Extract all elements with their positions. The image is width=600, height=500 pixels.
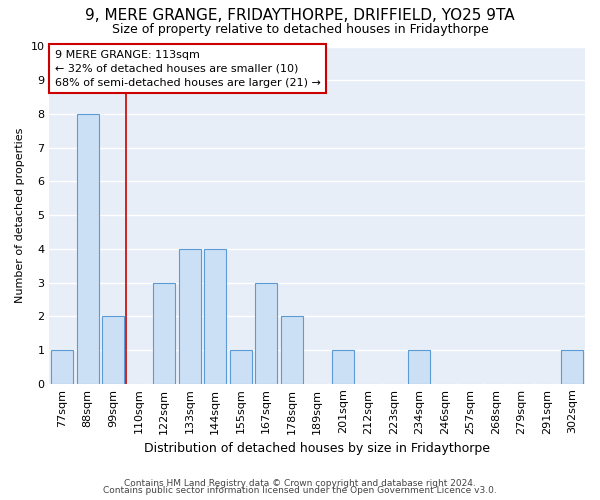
Bar [77,114,98,384]
Text: 9 MERE GRANGE: 113sqm
← 32% of detached houses are smaller (10)
68% of semi-deta: 9 MERE GRANGE: 113sqm ← 32% of detached … [55,50,320,88]
Bar [103,316,124,384]
Bar [205,249,226,384]
Bar [332,350,353,384]
Y-axis label: Number of detached properties: Number of detached properties [15,128,25,303]
Text: 9, MERE GRANGE, FRIDAYTHORPE, DRIFFIELD, YO25 9TA: 9, MERE GRANGE, FRIDAYTHORPE, DRIFFIELD,… [85,8,515,22]
Bar [409,350,430,384]
Bar [179,249,200,384]
Bar [230,350,251,384]
Text: Contains HM Land Registry data © Crown copyright and database right 2024.: Contains HM Land Registry data © Crown c… [124,478,476,488]
Text: Contains public sector information licensed under the Open Government Licence v3: Contains public sector information licen… [103,486,497,495]
X-axis label: Distribution of detached houses by size in Fridaythorpe: Distribution of detached houses by size … [144,442,490,455]
Bar [281,316,302,384]
Bar [562,350,583,384]
Bar [154,282,175,384]
Bar [52,350,73,384]
Text: Size of property relative to detached houses in Fridaythorpe: Size of property relative to detached ho… [112,22,488,36]
Bar [256,282,277,384]
